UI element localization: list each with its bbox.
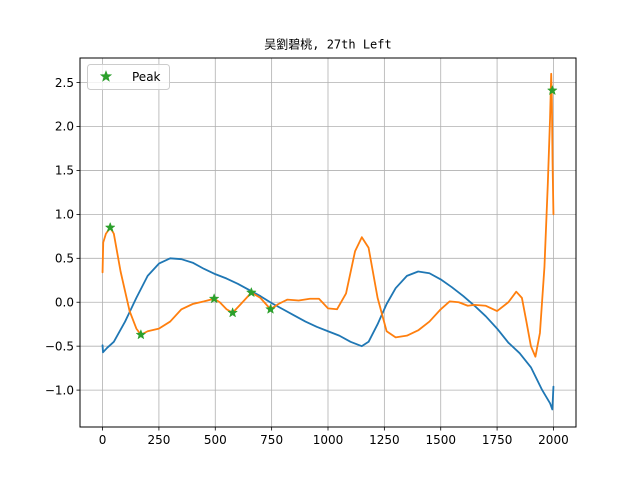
y-axis: −1.0 −0.5 0.0 0.5 1.0 1.5 2.0 2.5	[45, 76, 80, 397]
y-tick-label: 0.0	[55, 295, 74, 309]
peak-marker-star	[546, 84, 558, 96]
x-tick-label: 750	[260, 433, 283, 447]
peak-marker-star	[135, 329, 147, 340]
x-tick-label: 500	[204, 433, 227, 447]
peak-marker-star	[245, 286, 257, 298]
y-tick-label: 2.0	[55, 120, 74, 134]
x-tick-label: 1500	[425, 433, 456, 447]
y-tick-label: −1.0	[45, 383, 74, 397]
legend-peak-star-icon	[99, 70, 113, 82]
legend-label-peak: Peak	[132, 70, 161, 84]
series-line-1	[101, 257, 555, 411]
peak-marker-star	[208, 293, 220, 304]
x-tick-label: 2000	[538, 433, 569, 447]
y-tick-label: −0.5	[45, 339, 74, 353]
legend: Peak	[87, 64, 170, 90]
x-tick-label: 1250	[369, 433, 400, 447]
y-tick-label: 2.5	[55, 76, 74, 90]
y-tick-label: 1.5	[55, 164, 74, 178]
y-tick-label: 0.5	[55, 252, 74, 266]
plot-series	[101, 72, 555, 411]
legend-box	[87, 64, 170, 90]
series-line-2	[101, 72, 555, 358]
peak-markers	[104, 84, 558, 340]
peak-marker-star	[265, 303, 276, 314]
x-tick-label: 1000	[313, 433, 344, 447]
chart-title: 吴劉碧桃, 27th Left	[264, 37, 391, 52]
grid-lines	[80, 58, 576, 427]
y-tick-label: 1.0	[55, 208, 74, 222]
x-tick-label: 250	[147, 433, 170, 447]
peak-marker-star	[104, 221, 116, 233]
x-tick-label: 0	[99, 433, 107, 447]
x-tick-label: 1750	[482, 433, 513, 447]
x-axis: 0 250 500 750 1000 1250 1500 1750 2000	[99, 427, 569, 447]
peak-marker-star	[227, 307, 239, 318]
